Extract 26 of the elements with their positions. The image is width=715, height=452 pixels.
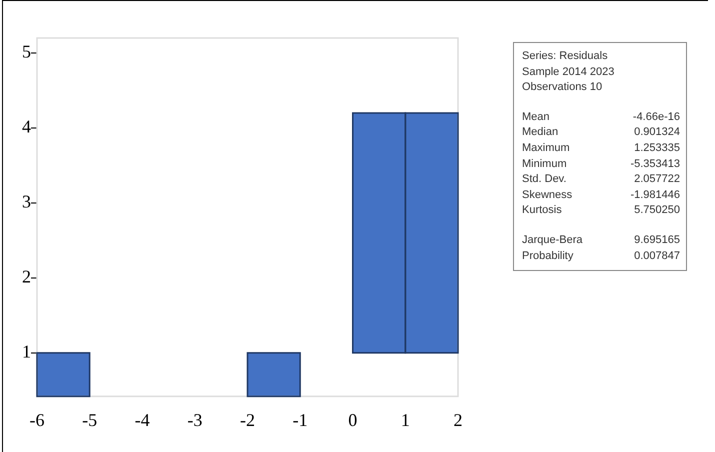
x-tick-label: -4 — [134, 410, 150, 430]
x-tick-label: -6 — [30, 410, 44, 430]
y-tick-label: 1 — [22, 342, 31, 362]
text: Std. Dev. 2.057722 — [522, 173, 680, 186]
y-tick-label: 5 — [22, 42, 31, 62]
x-tick-label: 2 — [454, 410, 462, 430]
text: Sample 2014 2023 — [522, 64, 616, 80]
text: Kurtosis 5.750250 — [522, 204, 680, 216]
text: Jarque-Bera 9.695165 — [522, 234, 680, 246]
x-tick-label: -1 — [292, 410, 308, 430]
text: Probability 0.007847 — [522, 250, 680, 262]
y-tick-label: 3 — [22, 192, 31, 212]
text: Skewness -1.981446 — [522, 188, 680, 201]
text: Minimum -5.353413 — [522, 158, 680, 170]
y-tick-label: 4 — [22, 116, 31, 137]
x-tick-label: 1 — [400, 410, 410, 430]
x-tick-label: -5 — [82, 410, 98, 430]
text: Series: Residuals — [522, 49, 609, 64]
x-tick-label: 0 — [348, 410, 358, 430]
text: Observations 10 — [522, 80, 604, 96]
x-tick-label: -3 — [187, 410, 202, 430]
text: Mean -4.66e-16 — [522, 110, 680, 123]
y-tick-label: 2 — [22, 266, 31, 287]
text: Maximum 1.253335 — [522, 142, 680, 154]
text: Median 0.901324 — [522, 126, 680, 138]
x-tick-label: -2 — [240, 410, 255, 430]
